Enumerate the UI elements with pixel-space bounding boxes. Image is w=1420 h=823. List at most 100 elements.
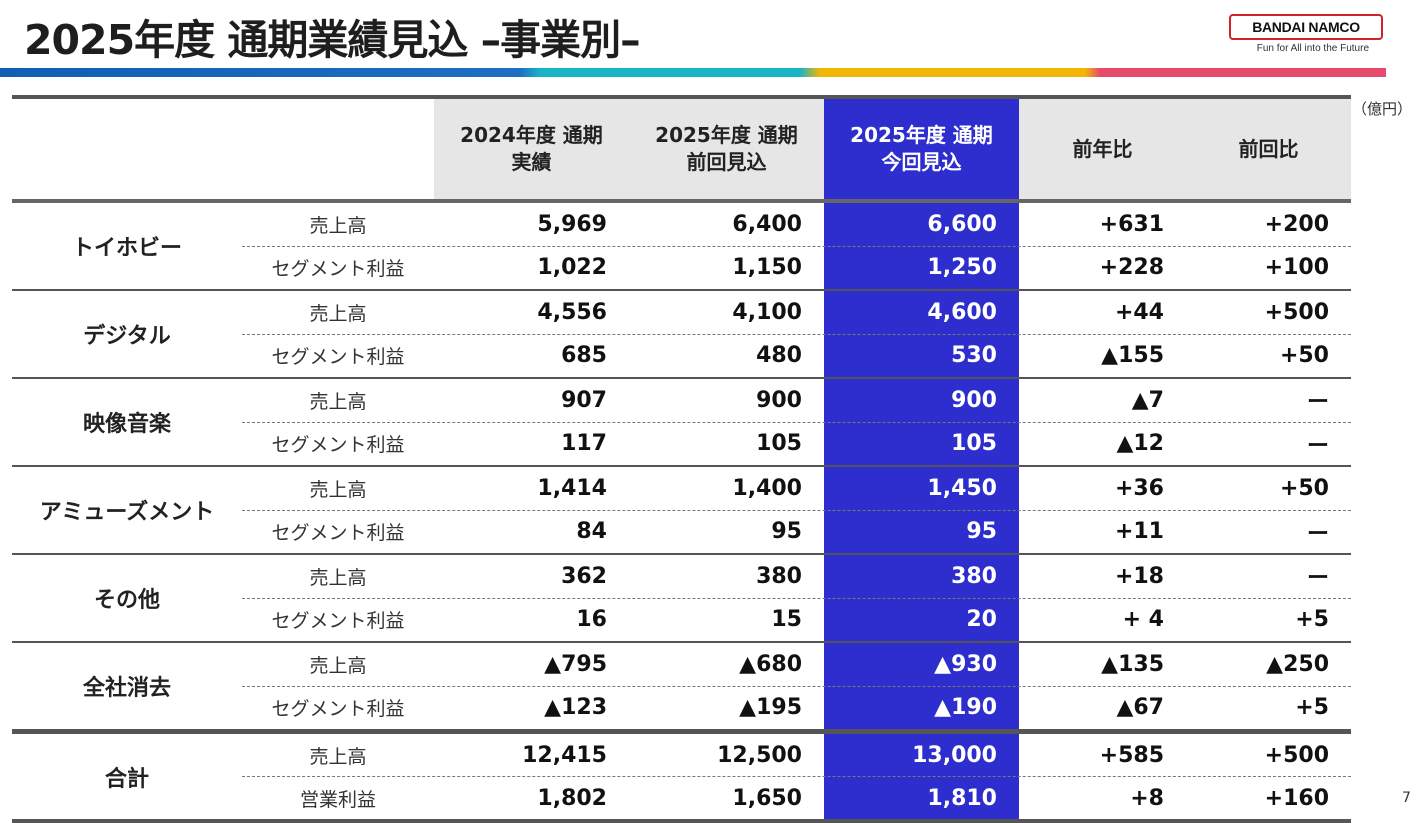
segment-group: アミューズメント 売上高 1,414 1,400 1,450 +36 +50 セグメント利益 8… [12, 467, 1351, 555]
value-cell: ▲930 [934, 651, 997, 677]
segment-group: 全社消去 売上高 ▲795 ▲680 ▲930 ▲135 ▲250 セグメント利益 ▲123 ▲1… [12, 643, 1351, 731]
value-cell: +11 [1114, 519, 1164, 545]
segment-name: その他 [93, 588, 160, 613]
metric-label: 売上高 [309, 214, 367, 237]
value-cell: 15 [771, 607, 802, 633]
metric-label: 営業利益 [299, 788, 376, 811]
table-body: トイホビー 売上高 5,969 6,400 6,600 +631 +200 セグメント利益 1,… [12, 203, 1351, 823]
value-cell: 12,415 [522, 742, 607, 768]
table-row: セグメント利益 1,022 1,150 1,250 +228 +100 [242, 247, 1351, 290]
brand-logo: BANDAI NAMCO Fun for All into the Future [1229, 14, 1383, 54]
value-cell: 4,100 [732, 299, 802, 325]
value-cell: ▲195 [739, 695, 802, 721]
page-title: 2025年度 通期業績見込 –事業別– [24, 16, 641, 64]
highlight-column-band [824, 203, 1019, 823]
value-cell: ▲795 [544, 651, 607, 677]
value-cell: 1,022 [537, 255, 607, 281]
logo-tagline: Fun for All into the Future [1256, 43, 1369, 54]
value-cell: 685 [561, 343, 607, 369]
value-cell: +631 [1099, 211, 1164, 237]
value-cell: ー [1306, 521, 1329, 547]
segment-name: 映像音楽 [82, 412, 171, 437]
value-cell: +44 [1114, 299, 1164, 325]
value-cell: 362 [561, 563, 607, 589]
value-cell: +5 [1295, 607, 1329, 633]
value-cell: ー [1306, 433, 1329, 459]
header-vs-previous: 前回比 [1186, 99, 1351, 199]
table-row: セグメント利益 84 95 95 +11 ー [242, 511, 1351, 554]
value-cell: 1,400 [732, 475, 802, 501]
header-label: 前回比 [1238, 136, 1299, 161]
value-cell: +36 [1114, 475, 1164, 501]
segment-name: 全社消去 [82, 676, 171, 701]
metric-label: 売上高 [309, 302, 367, 325]
value-cell: 95 [771, 519, 802, 545]
metric-label: 売上高 [309, 478, 367, 501]
value-cell: ▲7 [1131, 387, 1164, 413]
table-row: 売上高 4,556 4,100 4,600 +44 +500 [242, 291, 1351, 335]
segment-name: トイホビー [71, 236, 182, 261]
value-cell: ▲680 [739, 651, 802, 677]
metric-label: セグメント利益 [271, 610, 405, 633]
header-fy2025-current-forecast: 2025年度 通期 今回見込 [824, 99, 1019, 199]
value-cell: 900 [951, 387, 997, 413]
value-cell: +18 [1114, 563, 1164, 589]
value-cell: +160 [1264, 785, 1329, 811]
value-cell: 12,500 [717, 742, 802, 768]
value-cell: ▲155 [1101, 343, 1164, 369]
value-cell: 1,250 [927, 255, 997, 281]
value-cell: +100 [1264, 255, 1329, 281]
value-cell: 1,150 [732, 255, 802, 281]
value-cell: +50 [1279, 475, 1329, 501]
segment-group: その他 売上高 362 380 380 +18 ーセグメント利益 16 15 20 + 4 +5 [12, 555, 1351, 643]
header-label: 2025年度 通期 前回見込 [655, 123, 798, 174]
value-cell: +500 [1264, 742, 1329, 768]
metric-label: 売上高 [309, 654, 367, 677]
metric-label: セグメント利益 [271, 258, 405, 281]
table-row: セグメント利益 16 15 20 + 4 +5 [242, 599, 1351, 642]
segment-name: アミューズメント [39, 500, 215, 525]
segment-group: 映像音楽 売上高 907 900 900 ▲7 ーセグメント利益 117 105 105 ▲12 ー [12, 379, 1351, 467]
value-cell: 380 [951, 563, 997, 589]
table-header-row: 2024年度 通期 実績 2025年度 通期 前回見込 2025年度 通期 今回見込 … [12, 99, 1351, 203]
unit-label: （億円） [1352, 100, 1413, 118]
value-cell: 105 [756, 431, 802, 457]
value-cell: 6,400 [732, 211, 802, 237]
table-row: 売上高 907 900 900 ▲7 ー [242, 379, 1351, 423]
value-cell: ▲190 [934, 695, 997, 721]
value-cell: 1,802 [537, 785, 607, 811]
value-cell: 5,969 [537, 211, 607, 237]
value-cell: 480 [756, 343, 802, 369]
value-cell: 530 [951, 343, 997, 369]
segment-name: 合計 [104, 766, 149, 792]
header-yoy-change: 前年比 [1019, 99, 1186, 199]
value-cell: 1,650 [732, 785, 802, 811]
table-row: 売上高 5,969 6,400 6,600 +631 +200 [242, 203, 1351, 247]
value-cell: ▲250 [1266, 651, 1329, 677]
table-row: セグメント利益 ▲123 ▲195 ▲190 ▲67 +5 [242, 687, 1351, 730]
value-cell: 117 [561, 431, 607, 457]
logo-wordmark: BANDAI NAMCO [1229, 14, 1383, 40]
value-cell: 105 [951, 431, 997, 457]
value-cell: +500 [1264, 299, 1329, 325]
header-label: 2025年度 通期 今回見込 [850, 123, 993, 174]
value-cell: 907 [561, 387, 607, 413]
value-cell: + 4 [1122, 607, 1164, 633]
header-label: 2024年度 通期 実績 [460, 123, 603, 174]
metric-label: 売上高 [309, 745, 367, 768]
value-cell: ▲12 [1116, 431, 1164, 457]
value-cell: 95 [966, 519, 997, 545]
value-cell: 1,450 [927, 475, 997, 501]
value-cell: 84 [576, 519, 607, 545]
table-row: セグメント利益 685 480 530 ▲155 +50 [242, 335, 1351, 378]
value-cell: ▲123 [544, 695, 607, 721]
metric-label: セグメント利益 [271, 522, 405, 545]
value-cell: 20 [966, 607, 997, 633]
table-row: 売上高 362 380 380 +18 ー [242, 555, 1351, 599]
value-cell: 900 [756, 387, 802, 413]
value-cell: ー [1306, 390, 1329, 416]
table-row: 営業利益 1,802 1,650 1,810 +8 +160 [242, 777, 1351, 819]
value-cell: 13,000 [912, 742, 997, 768]
header-blank-cell [12, 99, 434, 199]
metric-label: セグメント利益 [271, 698, 405, 721]
